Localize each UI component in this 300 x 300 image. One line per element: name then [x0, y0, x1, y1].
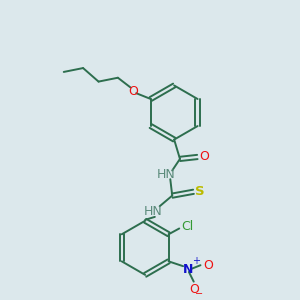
Text: O: O [199, 151, 209, 164]
Text: HN: HN [143, 205, 162, 218]
Text: N: N [183, 262, 193, 276]
Text: O: O [203, 259, 213, 272]
Text: S: S [195, 185, 205, 198]
Text: −: − [196, 289, 204, 299]
Text: O: O [128, 85, 138, 98]
Text: +: + [192, 256, 200, 266]
Text: O: O [189, 283, 199, 296]
Text: Cl: Cl [181, 220, 193, 233]
Text: HN: HN [157, 168, 176, 181]
